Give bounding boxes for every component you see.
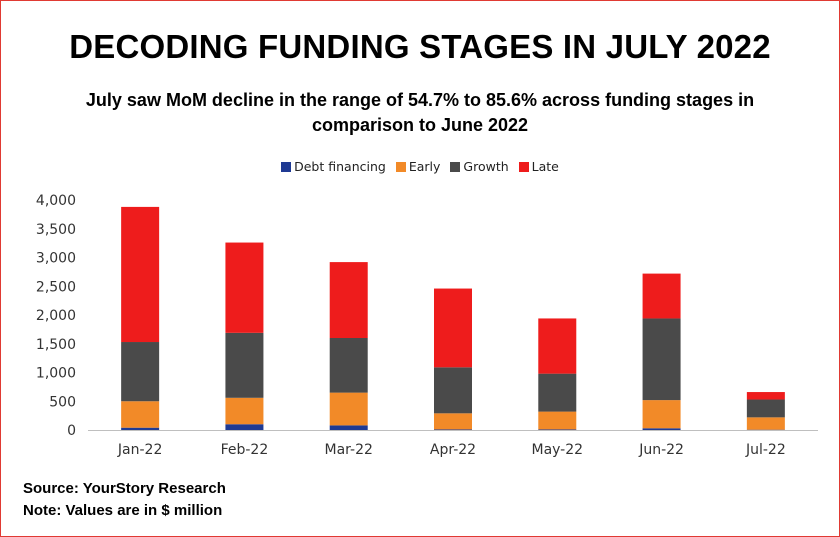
legend-item-growth: Growth [450,159,509,174]
legend-item-debt: Debt financing [281,159,386,174]
legend-label-late: Late [531,159,559,174]
x-tick-label: Jan-22 [117,442,162,458]
bar-early-feb-22 [225,397,264,425]
bar-late-apr-22 [434,288,472,368]
legend-label-early: Early [408,159,441,174]
legend-swatch-debt [281,161,292,172]
y-tick-label: 500 [49,394,76,410]
bar-early-jul-22 [746,417,785,430]
y-tick-label: 0 [67,423,76,439]
x-tick-label: Mar-22 [325,442,373,458]
bar-early-may-22 [538,411,577,430]
legend-label-debt: Debt financing [294,159,386,174]
x-tick-label: Jul-22 [745,442,786,458]
y-tick-label: 2,500 [36,279,76,295]
legend-item-late: Late [518,159,559,174]
y-tick-label: 4,000 [36,193,76,209]
bar-late-jun-22 [642,273,681,319]
legend-item-early: Early [395,159,441,174]
legend: Debt financing Early Growth Late [0,159,840,174]
legend-swatch-early [395,161,406,172]
bar-late-jul-22 [746,392,785,400]
x-tick-label: Apr-22 [430,442,476,458]
bar-growth-feb-22 [225,332,264,398]
chart-footer: Source: YourStory Research Note: Values … [23,478,226,522]
values-note: Note: Values are in $ million [23,502,223,519]
bar-early-apr-22 [434,413,472,430]
chart-title: DECODING FUNDING STAGES IN JULY 2022 [69,28,771,65]
bar-late-feb-22 [225,242,264,333]
y-tick-label: 1,500 [36,337,76,353]
bar-early-jun-22 [642,400,681,429]
y-tick-label: 3,000 [36,251,76,267]
legend-swatch-growth [450,161,461,172]
bar-growth-apr-22 [434,367,472,414]
legend-swatch-late [518,161,529,172]
bar-growth-mar-22 [329,338,368,393]
bar-debt-financing-feb-22 [225,424,264,430]
bar-growth-jan-22 [121,342,160,402]
bar-debt-financing-apr-22 [434,429,472,430]
x-tick-label: Feb-22 [221,442,269,458]
y-tick-label: 3,500 [36,222,76,238]
bar-growth-jul-22 [746,399,785,418]
bar-late-may-22 [538,318,577,374]
bar-debt-financing-mar-22 [329,425,368,430]
source-note: Source: YourStory Research [23,480,226,497]
legend-label-growth: Growth [463,159,509,174]
y-tick-label: 2,000 [36,308,76,324]
bar-debt-financing-may-22 [538,429,577,430]
x-tick-label: May-22 [531,442,583,458]
y-tick-label: 1,000 [36,366,76,382]
x-tick-label: Jun-22 [638,442,684,458]
bar-early-jan-22 [121,401,160,428]
bar-late-jan-22 [121,206,160,343]
bar-debt-financing-jan-22 [121,427,160,430]
bar-early-mar-22 [329,392,368,426]
chart-subtitle: July saw MoM decline in the range of 54.… [85,90,755,135]
bar-growth-may-22 [538,373,577,412]
bar-late-mar-22 [329,262,368,338]
bar-growth-jun-22 [642,318,681,401]
bar-debt-financing-jun-22 [642,428,681,430]
